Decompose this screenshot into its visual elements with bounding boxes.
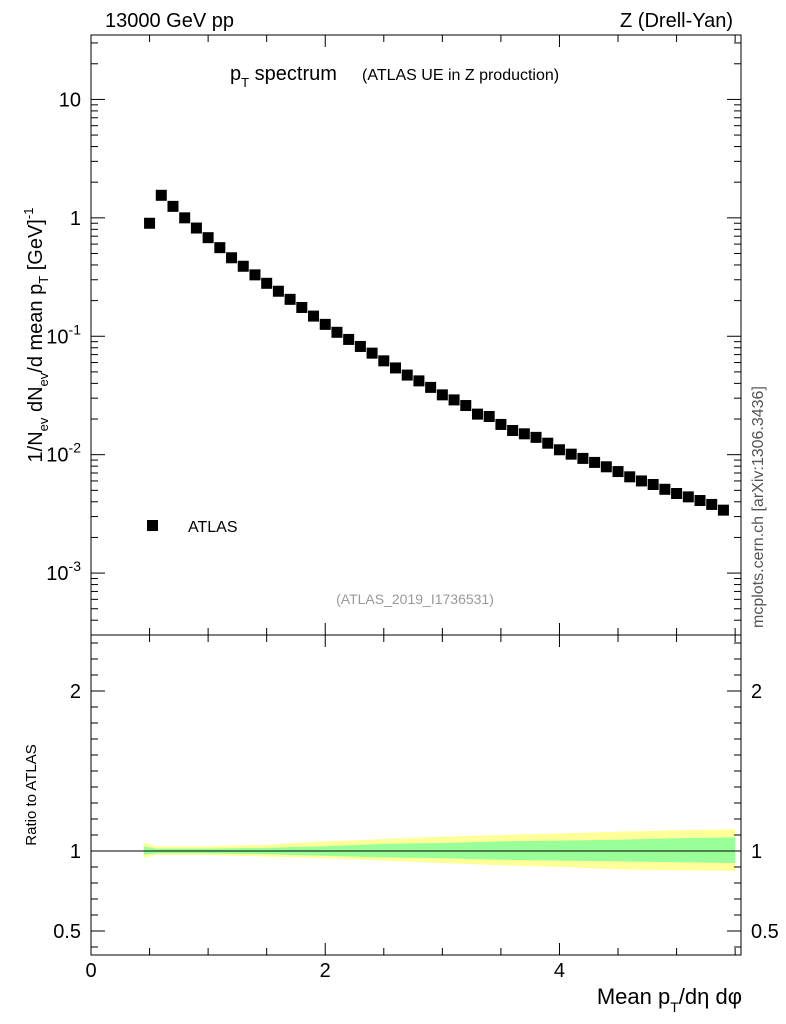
data-point — [706, 498, 718, 510]
data-point — [495, 418, 507, 430]
legend-label: ATLAS — [188, 519, 238, 536]
x-axis-label: Mean pT/dη dφ — [597, 984, 742, 1015]
data-point — [671, 487, 683, 499]
inner-uncertainty-band — [143, 837, 736, 863]
process-label: Z (Drell-Yan) — [620, 10, 733, 32]
data-point — [296, 301, 308, 313]
data-point — [635, 475, 647, 487]
main-y-axis-label: 1/Nev dNev/d mean pT [GeV]-1 — [21, 208, 51, 463]
ratio-y-tick-label-left: 0.5 — [53, 921, 81, 943]
data-point — [612, 466, 624, 478]
y-tick-label: 1 — [70, 208, 81, 230]
data-point — [249, 269, 261, 281]
title-rest: spectrum — [249, 63, 337, 85]
energy-label: 13000 GeV pp — [105, 10, 234, 32]
data-point — [624, 471, 636, 483]
data-point — [553, 444, 565, 456]
ratio-plot-frame — [90, 634, 742, 956]
side-source-label: mcplots.cern.ch [arXiv:1306.3436] — [750, 386, 767, 628]
ratio-uncertainty-bands — [143, 829, 736, 871]
data-point — [261, 277, 273, 289]
x-tick-labels: 0 2 4 — [85, 960, 565, 982]
data-point — [600, 461, 612, 473]
x-tick-label: 2 — [320, 960, 331, 982]
plot-title: pT spectrum — [230, 63, 337, 90]
ratio-y-tick-label-right: 1 — [751, 841, 762, 863]
title-main: p — [230, 63, 241, 85]
data-point — [694, 495, 706, 507]
data-point — [530, 431, 542, 443]
data-point — [167, 200, 179, 212]
data-point — [319, 318, 331, 330]
data-point — [354, 340, 366, 352]
data-point — [682, 491, 694, 503]
data-point — [226, 252, 238, 264]
main-axis-ticks — [90, 35, 741, 636]
data-point — [483, 411, 495, 423]
legend-marker — [147, 520, 158, 531]
main-y-tick-labels: 10 1 10-1 10-2 10-3 — [46, 89, 81, 585]
ratio-y-tick-labels: 2 2 1 1 0.5 0.5 — [53, 681, 779, 943]
y-tick-label: 10 — [59, 89, 81, 111]
data-point — [331, 326, 343, 338]
data-point — [518, 428, 530, 440]
data-point — [565, 448, 577, 460]
data-point — [214, 242, 226, 254]
ratio-y-tick-label-left: 2 — [70, 681, 81, 703]
data-point — [589, 456, 601, 468]
data-point — [401, 369, 413, 381]
data-point — [507, 424, 519, 436]
data-point — [202, 232, 214, 244]
data-point — [413, 375, 425, 387]
x-tick-label: 4 — [554, 960, 565, 982]
y-tick-label: 10-2 — [46, 440, 81, 467]
data-point — [308, 310, 320, 322]
data-point — [343, 333, 355, 345]
data-point — [144, 217, 156, 229]
data-point — [647, 478, 659, 490]
main-plot-panel: 10 1 10-1 10-2 10-3 pT spectrum (ATLAS UE in… — [21, 34, 742, 636]
ratio-y-tick-label-right: 2 — [751, 681, 762, 703]
title-subscript: T — [241, 75, 249, 90]
data-point — [448, 394, 460, 406]
ratio-y-tick-label-left: 1 — [70, 841, 81, 863]
ratio-y-axis-label: Ratio to ATLAS — [23, 744, 40, 845]
main-plot-frame — [90, 34, 742, 636]
data-point — [284, 293, 296, 305]
plot-title-note: (ATLAS UE in Z production) — [362, 67, 559, 84]
data-point — [436, 389, 448, 401]
ratio-plot-panel: 2 2 1 1 0.5 0.5 0 2 4 Ratio to ATLAS Mean pT/dη… — [23, 634, 779, 1015]
data-point — [390, 362, 402, 374]
data-point — [659, 483, 671, 495]
data-point — [366, 347, 378, 359]
x-tick-label: 0 — [85, 960, 96, 982]
data-point — [542, 437, 554, 449]
data-markers — [144, 189, 729, 516]
y-tick-label: 10-1 — [46, 321, 81, 348]
data-point — [460, 400, 472, 412]
data-point — [190, 222, 202, 234]
data-point — [717, 504, 729, 516]
data-point — [577, 452, 589, 464]
data-point — [237, 260, 249, 272]
data-point — [179, 212, 191, 224]
data-point — [272, 285, 284, 297]
data-point — [425, 381, 437, 393]
data-point — [155, 189, 167, 201]
analysis-id: (ATLAS_2019_I1736531) — [336, 591, 494, 607]
data-point — [378, 355, 390, 367]
ratio-axis-ticks — [90, 635, 741, 955]
ratio-y-tick-label-right: 0.5 — [751, 921, 779, 943]
data-point — [471, 408, 483, 420]
y-tick-label: 10-3 — [46, 558, 81, 585]
